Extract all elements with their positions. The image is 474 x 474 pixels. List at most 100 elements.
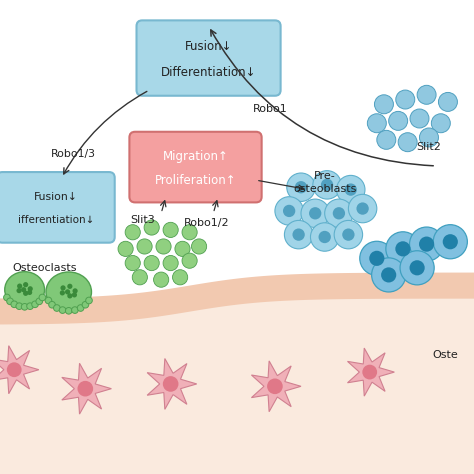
Circle shape [360,241,394,275]
Circle shape [284,220,313,249]
Circle shape [65,289,70,294]
Circle shape [45,297,52,304]
Text: Robo1/2: Robo1/2 [183,218,229,228]
Circle shape [60,290,65,295]
Circle shape [400,251,434,285]
Circle shape [72,292,77,298]
Text: Differentiation↓: Differentiation↓ [161,65,256,79]
Text: ifferentiation↓: ifferentiation↓ [18,215,94,226]
Circle shape [325,199,353,228]
Circle shape [73,288,78,293]
Circle shape [67,284,73,289]
Circle shape [301,199,329,228]
Circle shape [438,92,457,111]
Circle shape [59,307,66,313]
Circle shape [362,365,377,380]
Circle shape [417,85,436,104]
Circle shape [345,183,357,196]
Circle shape [32,301,38,308]
Circle shape [125,225,140,240]
Circle shape [410,260,425,275]
Circle shape [16,303,23,310]
Text: Proliferation↑: Proliferation↑ [155,173,237,187]
Circle shape [267,378,283,394]
Circle shape [61,285,65,291]
Circle shape [395,241,410,256]
Circle shape [182,253,197,268]
Circle shape [154,272,169,287]
Circle shape [283,205,295,217]
Text: Fusion↓: Fusion↓ [185,40,232,53]
Polygon shape [347,348,394,396]
Circle shape [163,255,178,271]
Circle shape [313,171,341,199]
Circle shape [389,111,408,130]
Circle shape [410,109,429,128]
Text: Osteoclasts: Osteoclasts [13,263,77,273]
Circle shape [356,202,369,215]
Circle shape [118,241,133,256]
Circle shape [4,294,10,301]
Text: Pre-
osteoblasts: Pre- osteoblasts [293,171,356,194]
Circle shape [27,303,33,310]
Text: Robo1: Robo1 [253,104,288,114]
Circle shape [310,223,339,251]
Polygon shape [251,361,301,412]
Polygon shape [0,346,39,394]
Circle shape [27,290,32,295]
Circle shape [334,220,363,249]
Circle shape [39,294,46,301]
Circle shape [381,267,396,283]
Text: Slit2: Slit2 [417,142,441,152]
Circle shape [396,90,415,109]
Ellipse shape [5,272,45,308]
Circle shape [443,234,458,249]
Circle shape [17,283,22,289]
Circle shape [367,114,386,133]
Circle shape [173,270,188,285]
Circle shape [163,222,178,237]
Circle shape [72,307,78,313]
Circle shape [82,301,89,308]
Circle shape [36,298,43,305]
Circle shape [292,228,305,241]
Circle shape [11,301,18,308]
Circle shape [163,376,178,392]
Circle shape [49,301,55,308]
Circle shape [309,207,321,219]
Circle shape [275,197,303,225]
Circle shape [337,175,365,204]
Circle shape [21,303,28,310]
Circle shape [23,291,28,296]
FancyBboxPatch shape [129,132,262,202]
Text: Robo1/3: Robo1/3 [51,149,96,159]
Ellipse shape [46,272,91,312]
Circle shape [17,288,22,293]
Circle shape [374,95,393,114]
Circle shape [77,305,84,311]
Circle shape [144,220,159,235]
Circle shape [7,298,13,305]
Circle shape [23,282,28,287]
Circle shape [377,130,396,149]
Circle shape [21,287,26,292]
FancyBboxPatch shape [137,20,281,96]
Circle shape [410,227,444,261]
Polygon shape [62,363,111,414]
Circle shape [433,225,467,259]
Circle shape [125,255,140,271]
Text: Slit3: Slit3 [130,215,155,226]
Circle shape [386,232,420,266]
Polygon shape [0,273,474,325]
Circle shape [348,194,377,223]
Circle shape [54,305,60,311]
Circle shape [137,239,152,254]
Circle shape [144,255,159,271]
Circle shape [372,258,406,292]
Circle shape [86,297,92,304]
Circle shape [342,228,355,241]
Circle shape [431,114,450,133]
Polygon shape [147,358,197,410]
Circle shape [191,239,207,254]
Circle shape [175,241,190,256]
